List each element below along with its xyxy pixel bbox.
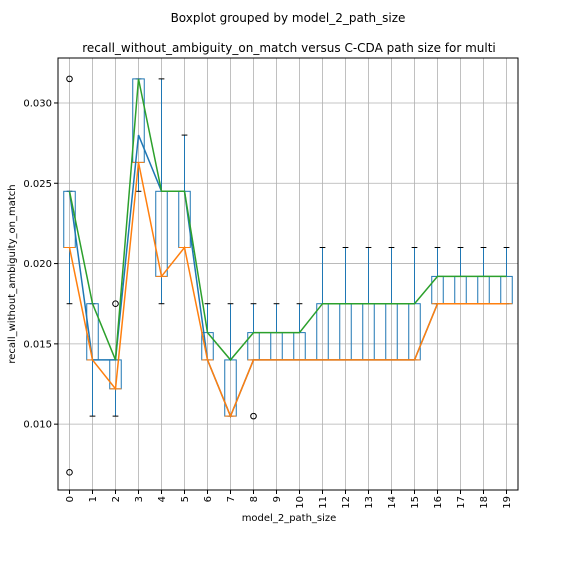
x-tick-label: 9 bbox=[272, 496, 283, 502]
x-tick-label: 1 bbox=[88, 496, 99, 502]
flier-point bbox=[250, 412, 257, 420]
x-tick-label: 18 bbox=[479, 496, 490, 509]
y-tick-label: 0.020 bbox=[23, 259, 52, 270]
x-tick-label: 4 bbox=[157, 496, 168, 502]
boxes bbox=[63, 75, 513, 476]
y-tick-label: 0.030 bbox=[23, 98, 52, 109]
x-tick-label: 8 bbox=[249, 496, 260, 502]
chart-suptitle: Boxplot grouped by model_2_path_size bbox=[170, 11, 406, 25]
axes-border bbox=[57, 57, 519, 491]
flier-point bbox=[66, 469, 73, 476]
x-tick-label: 17 bbox=[456, 496, 467, 509]
x-tick-label: 11 bbox=[318, 496, 329, 509]
x-tick-label: 19 bbox=[502, 496, 513, 509]
y-tick-label: 0.025 bbox=[23, 179, 52, 190]
x-tick-label: 16 bbox=[433, 496, 444, 509]
x-tick-label: 10 bbox=[295, 496, 306, 509]
x-tick-label: 0 bbox=[65, 496, 76, 502]
axes-frame bbox=[57, 57, 519, 491]
x-tick-label: 5 bbox=[180, 496, 191, 502]
flier-point bbox=[112, 300, 119, 308]
x-tick-label: 7 bbox=[226, 496, 237, 502]
x-tick-label: 3 bbox=[134, 496, 145, 502]
x-axis-label: model_2_path_size bbox=[241, 513, 337, 524]
x-tick-label: 13 bbox=[364, 496, 375, 509]
y-tick-label: 0.015 bbox=[23, 339, 52, 350]
series-line bbox=[68, 78, 507, 362]
x-tick-label: 2 bbox=[111, 496, 122, 502]
y-tick-label: 0.010 bbox=[23, 420, 52, 431]
x-tick-label: 6 bbox=[203, 496, 214, 502]
x-tick-label: 15 bbox=[410, 496, 421, 509]
x-tick-label: 14 bbox=[387, 496, 398, 509]
series-lines bbox=[68, 78, 507, 419]
chart-title: recall_without_ambiguity_on_match versus… bbox=[82, 41, 496, 55]
y-axis-label: recall_without_ambiguity_on_match bbox=[7, 184, 18, 364]
x-tick-label: 12 bbox=[341, 496, 352, 509]
series-line bbox=[68, 162, 507, 419]
flier-point bbox=[66, 75, 73, 83]
series-line bbox=[68, 134, 507, 419]
